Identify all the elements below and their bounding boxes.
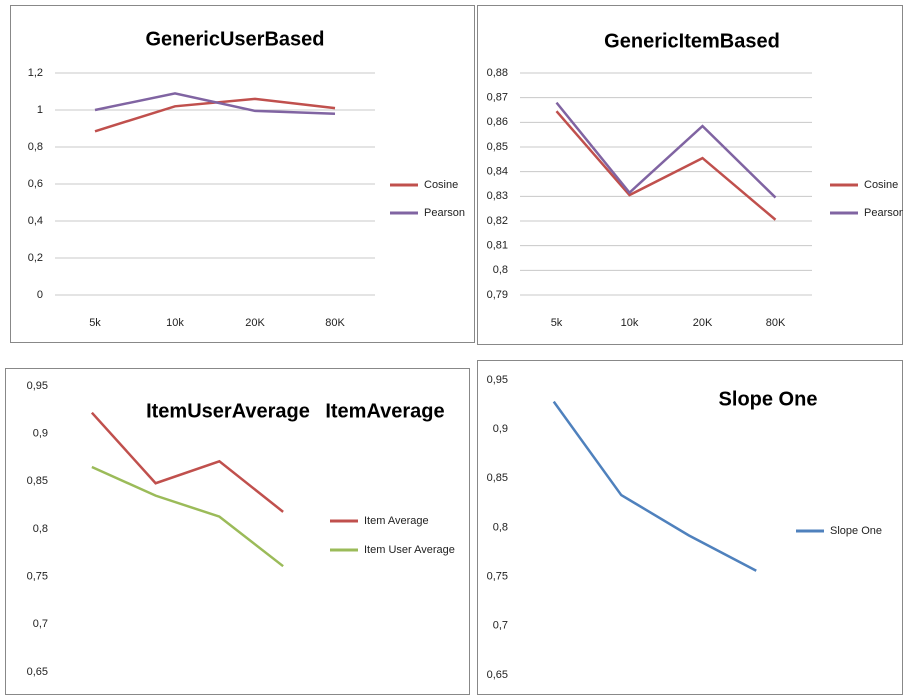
x-tick-label: 20K	[693, 317, 713, 329]
y-tick-label: 0,82	[487, 215, 508, 227]
legend-label: Cosine	[424, 179, 458, 191]
series-line	[91, 465, 284, 568]
y-tick-label: 0,8	[493, 521, 508, 533]
y-tick-label: 0,4	[28, 215, 43, 227]
chart-title: ItemUserAverage	[146, 400, 310, 422]
y-tick-label: 0,65	[487, 669, 508, 681]
legend-label: Slope One	[830, 525, 882, 537]
chart-title: GenericUserBased	[146, 28, 325, 50]
legend-label: Item Average	[364, 515, 429, 527]
chart-title: Slope One	[719, 388, 818, 410]
x-tick-label: 80K	[766, 317, 786, 329]
y-tick-label: 0	[37, 289, 43, 301]
legend-label: Pearson	[424, 207, 465, 219]
x-tick-label: 10k	[621, 317, 639, 329]
y-tick-label: 0,9	[493, 423, 508, 435]
y-tick-label: 0,88	[487, 67, 508, 79]
x-tick-label: 20K	[210, 694, 230, 695]
y-tick-label: 0,75	[27, 571, 48, 583]
y-tick-label: 0,75	[487, 571, 508, 583]
y-tick-label: 0,7	[33, 618, 48, 630]
x-tick-label: 10k	[166, 317, 184, 329]
chart-subtitle: ItemAverage	[325, 400, 444, 422]
chart-panel	[477, 5, 903, 345]
y-tick-label: 0,83	[487, 190, 508, 202]
y-tick-label: 0,2	[28, 252, 43, 264]
chart-title: GenericItemBased	[604, 30, 780, 52]
y-tick-label: 0,81	[487, 240, 508, 252]
y-tick-label: 0,6	[28, 178, 43, 190]
x-tick-label: 20K	[245, 317, 265, 329]
y-tick-label: 0,87	[487, 92, 508, 104]
y-tick-label: 0,84	[487, 166, 508, 178]
series-line	[90, 411, 284, 513]
y-tick-label: 0,85	[27, 475, 48, 487]
x-tick-label: 10k	[147, 694, 165, 695]
x-tick-label: 5k	[551, 317, 563, 329]
series-line	[552, 400, 757, 572]
series-line	[555, 101, 777, 199]
y-tick-label: 0,95	[487, 374, 508, 386]
y-tick-label: 0,95	[27, 380, 48, 392]
x-tick-label: 80K	[273, 694, 293, 695]
series-line	[94, 92, 336, 115]
x-tick-label: 5k	[89, 317, 101, 329]
x-tick-label: 80K	[325, 317, 345, 329]
chart-panel	[10, 5, 475, 343]
y-tick-label: 0,65	[27, 666, 48, 678]
y-tick-label: 0,8	[493, 264, 508, 276]
legend-label: Pearson	[864, 207, 903, 219]
y-tick-label: 1	[37, 104, 43, 116]
legend-label: Cosine	[864, 179, 898, 191]
legend-label: Item User Average	[364, 544, 455, 556]
x-tick-label: 5k	[86, 694, 98, 695]
y-tick-label: 0,79	[487, 289, 508, 301]
series-line	[555, 110, 777, 221]
y-tick-label: 0,9	[33, 428, 48, 440]
y-tick-label: 0,86	[487, 116, 508, 128]
y-tick-label: 1,2	[28, 67, 43, 79]
y-tick-label: 0,7	[493, 620, 508, 632]
y-tick-label: 0,8	[28, 141, 43, 153]
y-tick-label: 0,85	[487, 472, 508, 484]
y-tick-label: 0,8	[33, 523, 48, 535]
y-tick-label: 0,85	[487, 141, 508, 153]
